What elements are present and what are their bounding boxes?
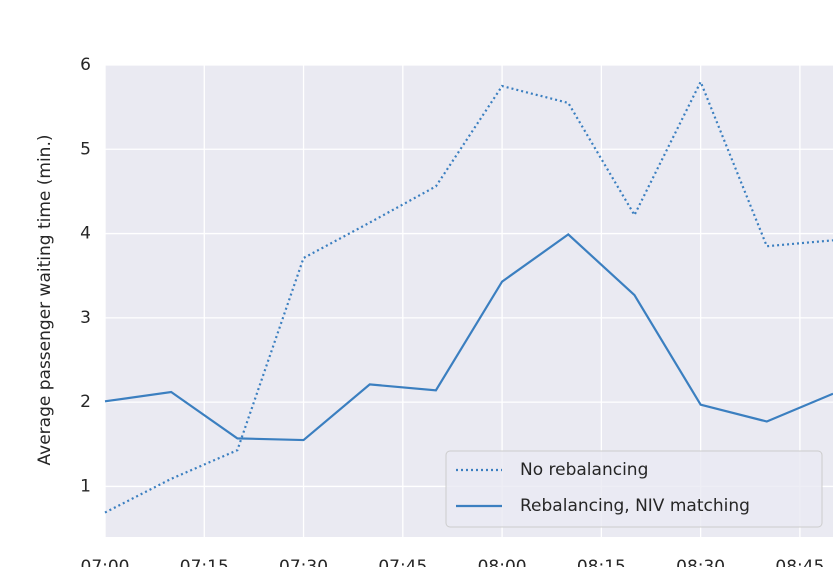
x-tick-label: 08:15 — [577, 557, 626, 567]
legend: No rebalancing Rebalancing, NIV matching — [445, 450, 823, 528]
x-tick-label: 08:45 — [775, 557, 824, 567]
x-tick-label: 07:00 — [81, 557, 130, 567]
line-series — [104, 233, 833, 442]
y-tick-label: 2 — [80, 392, 91, 412]
legend-label: Rebalancing, NIV matching — [520, 496, 750, 516]
x-tick-label: 08:30 — [676, 557, 725, 567]
x-tick-label: 07:30 — [279, 557, 328, 567]
legend-box — [445, 450, 823, 528]
y-tick-label: 5 — [80, 139, 91, 159]
y-tick-label: 1 — [80, 476, 91, 496]
x-tick-label: 07:45 — [378, 557, 427, 567]
x-tick-label: 08:00 — [478, 557, 527, 567]
y-tick-label: 3 — [80, 308, 91, 328]
x-tick-label: 07:15 — [180, 557, 229, 567]
y-tick-label: 4 — [80, 224, 91, 244]
y-axis-label: Average passenger waiting time (min.) — [35, 135, 55, 466]
y-tick-label: 6 — [80, 55, 91, 75]
legend-label: No rebalancing — [520, 460, 648, 480]
line-series — [104, 79, 833, 514]
